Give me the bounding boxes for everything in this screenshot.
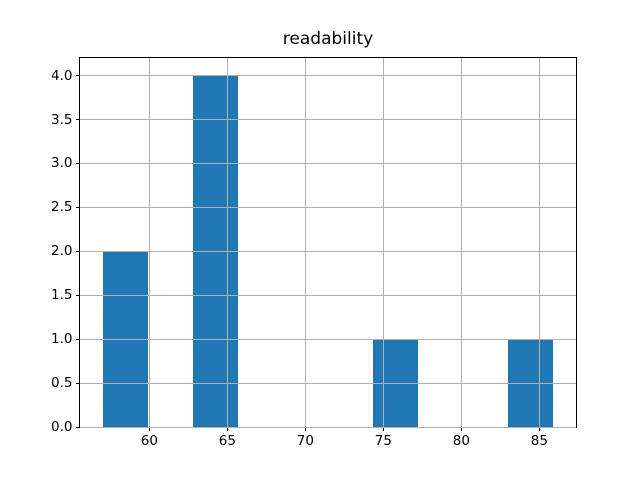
x-gridline [382,58,384,427]
y-gridline [80,382,576,384]
y-gridline [80,426,576,428]
y-tick-label: 3.5 [51,111,73,128]
plot-area [79,57,577,428]
y-gridline [80,294,576,296]
x-tick-label: 60 [140,433,158,449]
x-tick-label: 75 [374,433,392,449]
x-gridline [460,58,462,427]
x-gridline [226,58,228,427]
y-tick-label: 0.0 [51,419,73,435]
y-tick-label: 4.0 [51,67,73,84]
y-gridline [80,119,576,120]
y-tick-label: 2.5 [51,199,73,216]
y-gridline [80,162,576,164]
grid-layer [80,58,576,428]
x-tick-label: 70 [296,433,314,449]
x-tick-label: 65 [218,433,236,449]
y-tick-label: 1.5 [51,287,73,304]
y-gridline [80,338,576,340]
y-tick-label: 3.0 [51,155,73,172]
x-gridline [538,58,540,427]
chart-title: readability [282,29,374,49]
y-gridline [80,75,576,77]
y-tick-label: 0.5 [51,375,73,392]
y-gridline [80,250,576,252]
y-tick-label: 1.0 [51,331,73,348]
y-tick-label: 2.0 [51,243,73,260]
x-gridline [148,58,150,427]
x-gridline [304,58,306,427]
x-tick-label: 85 [530,433,548,449]
y-gridline [80,206,576,208]
x-tick-label: 80 [452,433,470,449]
